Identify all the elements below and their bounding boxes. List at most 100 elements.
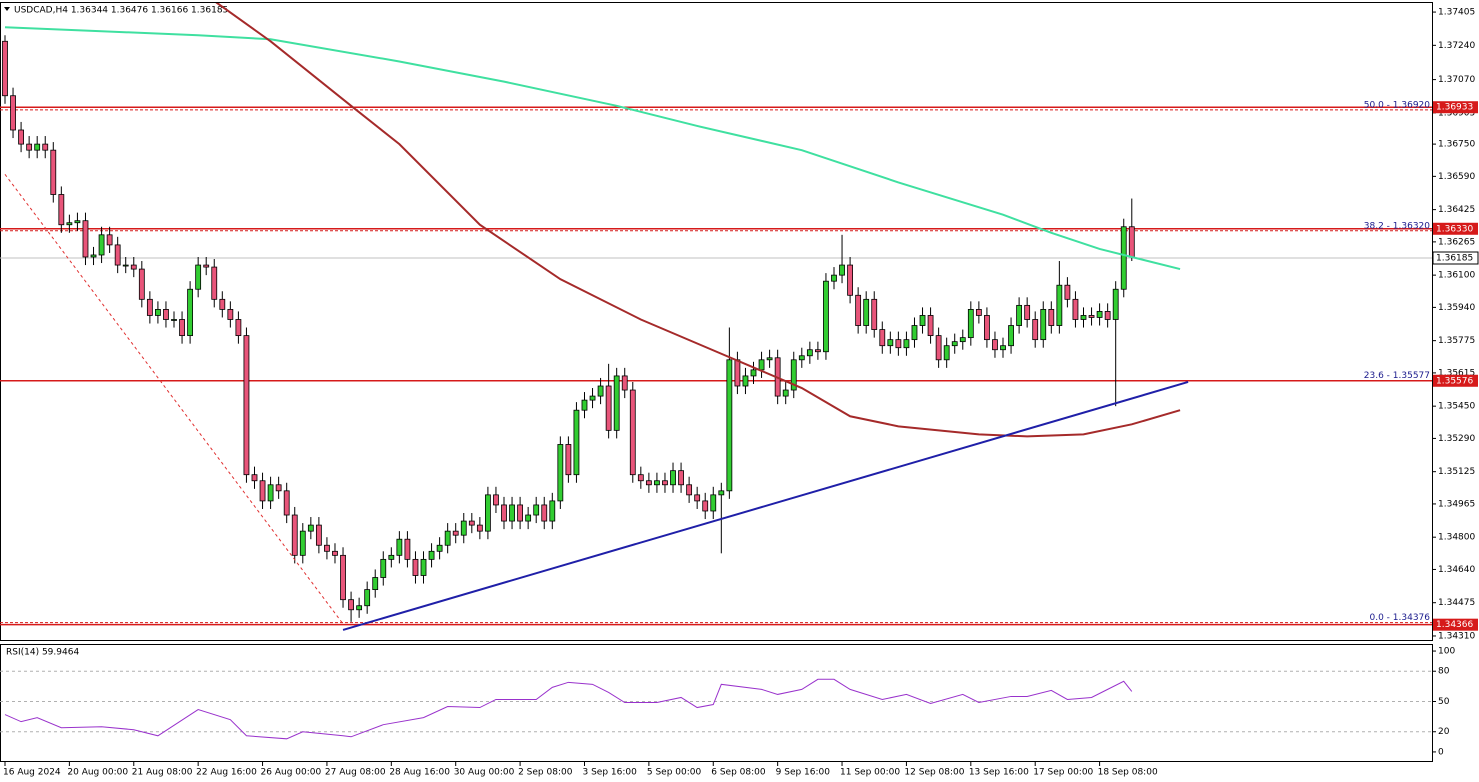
candle-body: [984, 315, 990, 341]
rsi-title: RSI(14) 59.9464: [6, 648, 79, 658]
x-tick-label: 6 Sep 08:00: [711, 768, 766, 778]
candle-body: [1040, 309, 1047, 341]
candle-body: [58, 194, 65, 226]
candle-body: [251, 474, 258, 482]
fib-label: 0.0 - 1.34376: [1370, 613, 1431, 623]
candle-body: [782, 389, 789, 397]
y-tick-label: 20: [1438, 727, 1450, 737]
candle-body: [662, 480, 668, 486]
candle-body: [404, 538, 411, 560]
candle-body: [750, 369, 757, 377]
candle-body: [517, 504, 523, 522]
candle-body: [597, 385, 604, 397]
candle-body: [702, 500, 709, 512]
candle-body: [163, 309, 169, 320]
candle-body: [678, 470, 684, 486]
x-tick-label: 20 Aug 00:00: [67, 768, 128, 778]
candle-body: [839, 264, 845, 276]
moving-average: [215, 3, 1181, 438]
candle-body: [187, 288, 194, 337]
candle-body: [814, 349, 821, 353]
candle-body: [291, 514, 298, 556]
candle-body: [967, 309, 974, 339]
candle-body: [943, 345, 950, 361]
candle-body: [557, 444, 564, 502]
candle-body: [275, 484, 282, 492]
y-tick-label: 50: [1438, 697, 1450, 707]
y-tick-label: 1.35940: [1438, 303, 1475, 313]
candle-body: [388, 554, 395, 560]
x-tick-label: 16 Aug 2024: [3, 768, 61, 778]
plot-area: [0, 3, 1432, 631]
candle-body: [1080, 315, 1087, 320]
candle-body: [485, 494, 491, 532]
candle-body: [50, 149, 57, 195]
candle-body: [412, 558, 419, 576]
candle-body: [637, 474, 644, 482]
candle-body: [179, 319, 185, 337]
candle-body: [267, 484, 274, 502]
y-tick-label: 1.34640: [1438, 565, 1475, 575]
candle-body: [34, 143, 41, 151]
candle-body: [227, 309, 234, 320]
candle-body: [243, 335, 250, 476]
candle-body: [90, 254, 97, 258]
level-label: 1.34366: [1436, 620, 1473, 630]
candle-body: [114, 244, 121, 266]
rsi-frame: [0, 644, 1433, 762]
candle-body: [790, 359, 797, 391]
candle-body: [340, 554, 346, 601]
candle-body: [525, 514, 532, 522]
x-tick-label: 3 Sep 16:00: [582, 768, 637, 778]
y-tick-label: 1.34310: [1438, 631, 1475, 641]
candle-body: [847, 264, 853, 296]
candle-body: [533, 504, 540, 516]
candle-body: [823, 280, 829, 353]
candle-body: [1072, 298, 1079, 320]
candle-body: [734, 359, 741, 387]
candle-body: [1128, 226, 1135, 258]
candle-body: [452, 530, 459, 536]
candle-body: [380, 558, 387, 578]
candle-body: [372, 577, 379, 591]
candle-body: [324, 544, 330, 552]
candle-body: [613, 375, 620, 431]
menu-arrow: [4, 7, 10, 11]
candle-body: [66, 222, 73, 226]
level-box: [1433, 618, 1478, 631]
candle-body: [493, 494, 499, 506]
fib-label: 38.2 - 1.36320: [1364, 221, 1430, 231]
candle-body: [742, 375, 749, 387]
rsi-line: [4, 678, 1133, 740]
candle-body: [356, 605, 363, 611]
candle-body: [581, 399, 588, 411]
candle-body: [654, 480, 660, 486]
x-tick-label: 2 Sep 08:00: [518, 768, 573, 778]
level-label: 1.35576: [1436, 376, 1473, 386]
candle-body: [806, 349, 813, 357]
level-box: [1433, 222, 1478, 235]
candle-body: [364, 589, 371, 607]
y-tick-label: 1.36100: [1438, 271, 1475, 281]
candle-body: [798, 355, 805, 361]
y-tick-label: 1.35615: [1438, 368, 1475, 378]
candle-body: [332, 550, 338, 556]
candle-body: [951, 341, 958, 347]
candle-body: [1008, 325, 1014, 347]
candle-body: [871, 298, 878, 330]
candle-body: [299, 530, 306, 556]
last-price-box: [1432, 251, 1479, 265]
candle-body: [10, 95, 16, 131]
x-tick-label: 27 Aug 08:00: [325, 768, 386, 778]
candle-body: [1112, 288, 1119, 320]
candle-body: [645, 480, 652, 486]
main-frame: [0, 2, 1433, 641]
y-tick-label: 1.36905: [1438, 108, 1475, 118]
x-tick-label: 26 Aug 00:00: [261, 768, 322, 778]
fib-label: 23.6 - 1.35577: [1364, 371, 1430, 381]
level-box: [1433, 101, 1478, 114]
candle-body: [211, 266, 218, 300]
candle-body: [203, 264, 210, 268]
x-tick-label: 9 Sep 16:00: [776, 768, 831, 778]
